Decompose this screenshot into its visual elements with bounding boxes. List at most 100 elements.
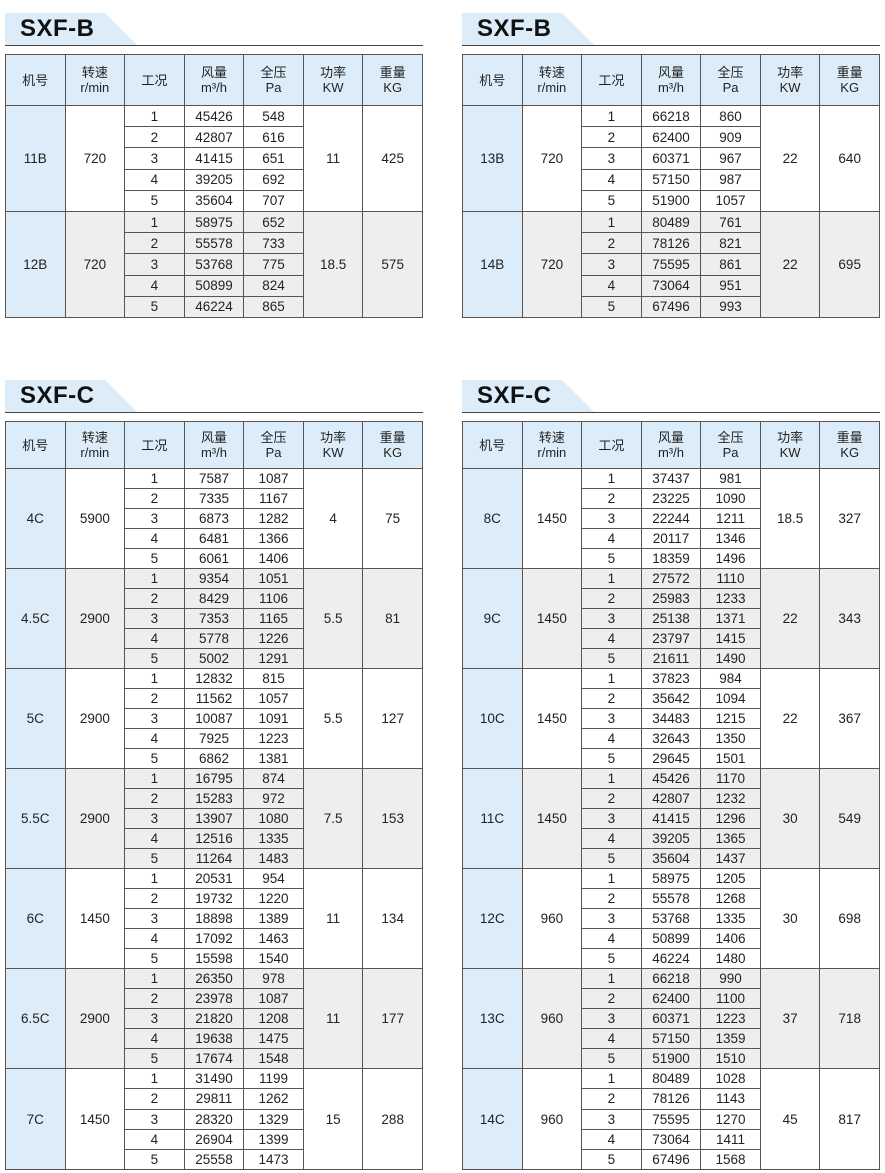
table-row: 2 55578 733 [6, 232, 423, 255]
table-row: 5 67496 993 [463, 295, 880, 318]
condition-cell: 3 [124, 1008, 185, 1030]
condition-cell: 2 [124, 126, 185, 149]
airflow-cell: 29811 [183, 1088, 245, 1110]
airflow-cell: 78126 [640, 1088, 702, 1110]
pressure-cell: 1223 [243, 728, 304, 750]
condition-cell: 5 [124, 748, 185, 770]
pressure-cell: 1268 [700, 888, 761, 910]
pressure-cell: 1087 [243, 467, 304, 490]
pressure-cell: 1100 [700, 988, 761, 1010]
power-cell: 22 [759, 568, 821, 670]
table-row: 2 11562 1057 [6, 688, 423, 710]
airflow-cell: 21820 [183, 1008, 245, 1030]
spec-table: 机号 转速 r/min 工况 风量 m³/h 全压 Pa 功率 KW 重量 KG 13B 720 1 6621… [462, 54, 880, 318]
column-header: 功率 KW [302, 54, 364, 106]
condition-cell: 4 [581, 528, 642, 550]
column-header: 功率 KW [759, 421, 821, 469]
airflow-cell: 53768 [183, 253, 245, 276]
airflow-cell: 7335 [183, 488, 245, 510]
condition-cell: 3 [581, 1008, 642, 1030]
condition-cell: 5 [581, 648, 642, 670]
condition-cell: 3 [581, 147, 642, 170]
airflow-cell: 19732 [183, 888, 245, 910]
pressure-cell: 1475 [243, 1028, 304, 1050]
condition-cell: 3 [581, 1108, 642, 1130]
pressure-cell: 981 [700, 467, 761, 490]
airflow-cell: 5002 [183, 648, 245, 670]
table-row: 3 28320 1329 [6, 1108, 423, 1130]
pressure-cell: 1051 [243, 568, 304, 590]
airflow-cell: 35604 [183, 189, 245, 212]
column-header: 机号 [462, 54, 523, 106]
spec-table: 机号 转速 r/min 工况 风量 m³/h 全压 Pa 功率 KW 重量 KG 11B 720 1 4542… [5, 54, 423, 318]
condition-cell: 3 [581, 908, 642, 930]
condition-cell: 4 [124, 1028, 185, 1050]
condition-cell: 1 [124, 467, 185, 490]
condition-cell: 5 [124, 848, 185, 870]
airflow-cell: 17092 [183, 928, 245, 950]
pressure-cell: 1291 [243, 648, 304, 670]
airflow-cell: 27572 [640, 568, 702, 590]
table-row: 3 13907 1080 [6, 808, 423, 830]
table-title: SXF-C [462, 380, 880, 413]
pressure-cell: 865 [243, 295, 304, 318]
condition-cell: 2 [581, 232, 642, 255]
table-row: 5 6061 1406 [6, 548, 423, 570]
column-header: 风量 m³/h [640, 54, 702, 106]
airflow-cell: 9354 [183, 568, 245, 590]
table-row: 3 7353 1165 [6, 608, 423, 630]
airflow-cell: 62400 [640, 126, 702, 149]
airflow-cell: 18359 [640, 548, 702, 570]
condition-cell: 2 [124, 888, 185, 910]
weight-cell: 81 [362, 568, 423, 670]
pressure-cell: 1165 [243, 608, 304, 630]
pressure-cell: 821 [700, 232, 761, 255]
column-header: 重量 KG [362, 54, 423, 106]
condition-cell: 1 [581, 868, 642, 890]
table-row: 6C 1450 1 20531 954 11 134 [5, 868, 423, 970]
airflow-cell: 67496 [640, 295, 702, 318]
pressure-cell: 775 [243, 253, 304, 276]
table-row: 4 23797 1415 [463, 628, 880, 650]
pressure-cell: 1496 [700, 548, 761, 570]
model-cell: 14C [462, 1068, 523, 1170]
table-row: 4 57150 987 [463, 168, 880, 191]
airflow-cell: 21611 [640, 648, 702, 670]
condition-cell: 4 [581, 1128, 642, 1150]
pressure-cell: 616 [243, 126, 304, 149]
airflow-cell: 50899 [183, 274, 245, 297]
column-header: 工况 [581, 421, 642, 469]
pressure-cell: 984 [700, 668, 761, 690]
condition-cell: 4 [124, 274, 185, 297]
table-row: 5 5002 1291 [6, 648, 423, 670]
table-row: 14B 720 1 80489 761 22 695 [462, 210, 880, 318]
condition-cell: 2 [581, 588, 642, 610]
model-cell: 11C [462, 768, 523, 870]
pressure-cell: 967 [700, 147, 761, 170]
power-cell: 5.5 [302, 668, 364, 770]
condition-cell: 4 [581, 628, 642, 650]
pressure-cell: 978 [243, 968, 304, 990]
power-cell: 37 [759, 968, 821, 1070]
condition-cell: 2 [124, 588, 185, 610]
weight-cell: 343 [819, 568, 880, 670]
pressure-cell: 1270 [700, 1108, 761, 1130]
airflow-cell: 16795 [183, 768, 245, 790]
pressure-cell: 652 [243, 210, 304, 234]
table-row: 4 6481 1366 [6, 528, 423, 550]
airflow-cell: 53768 [640, 908, 702, 930]
condition-cell: 1 [581, 104, 642, 128]
airflow-cell: 26904 [183, 1128, 245, 1150]
table-row: 12B 720 1 58975 652 18.5 575 [5, 210, 423, 318]
pressure-cell: 1415 [700, 628, 761, 650]
model-cell: 7C [5, 1068, 66, 1170]
table-title: SXF-C [5, 380, 423, 413]
condition-cell: 1 [581, 668, 642, 690]
table-row: 7C 1450 1 31490 1199 15 288 [5, 1068, 423, 1170]
power-cell: 4 [302, 467, 364, 570]
weight-cell: 575 [362, 210, 423, 318]
speed-cell: 720 [521, 210, 583, 318]
column-header: 工况 [124, 421, 185, 469]
pressure-cell: 1548 [243, 1048, 304, 1070]
speed-cell: 2900 [64, 968, 126, 1070]
